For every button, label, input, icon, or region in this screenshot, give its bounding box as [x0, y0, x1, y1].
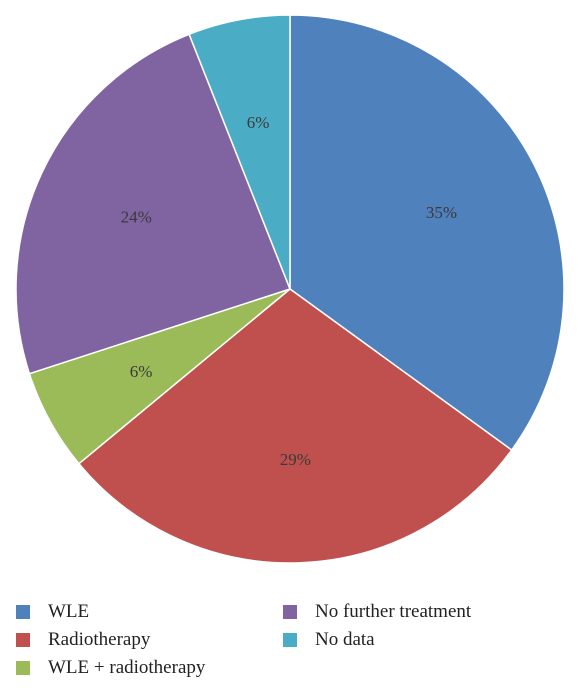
legend-swatch-wle [16, 605, 30, 619]
chart-legend: WLE Radiotherapy WLE + radiotherapy No f… [0, 596, 579, 696]
pie-slice-radiotherapy [77, 288, 513, 564]
data-label-radiotherapy: 29% [280, 450, 311, 469]
legend-item-no-further-treatment: No further treatment [283, 600, 471, 624]
data-label-no-data: 6% [247, 113, 270, 132]
legend-swatch-no-further-treatment [283, 605, 297, 619]
legend-label-radiotherapy: Radiotherapy [48, 629, 151, 650]
legend-item-no-data: No data [283, 628, 375, 652]
pie-slice-wle [289, 14, 565, 452]
legend-swatch-no-data [283, 633, 297, 647]
data-label-wle-radiotherapy: 6% [130, 362, 153, 381]
legend-item-radiotherapy: Radiotherapy [16, 628, 150, 652]
legend-label-no-further-treatment: No further treatment [315, 601, 472, 622]
legend-swatch-radiotherapy [16, 633, 30, 647]
legend-label-no-data: No data [315, 629, 375, 650]
legend-label-wle: WLE [48, 601, 90, 622]
legend-item-wle-radiotherapy: WLE + radiotherapy [16, 656, 205, 680]
pie-slice-no-further-treatment [15, 33, 291, 375]
pie-chart: 35% 29% 6% 24% 6% [15, 14, 565, 564]
legend-item-wle: WLE [16, 600, 89, 624]
legend-swatch-wle-radiotherapy [16, 661, 30, 675]
pie-slice-no-data [188, 14, 291, 290]
legend-label-wle-radiotherapy: WLE + radiotherapy [48, 657, 206, 678]
data-label-wle: 35% [426, 203, 457, 222]
data-label-no-further-treatment: 24% [121, 208, 152, 227]
